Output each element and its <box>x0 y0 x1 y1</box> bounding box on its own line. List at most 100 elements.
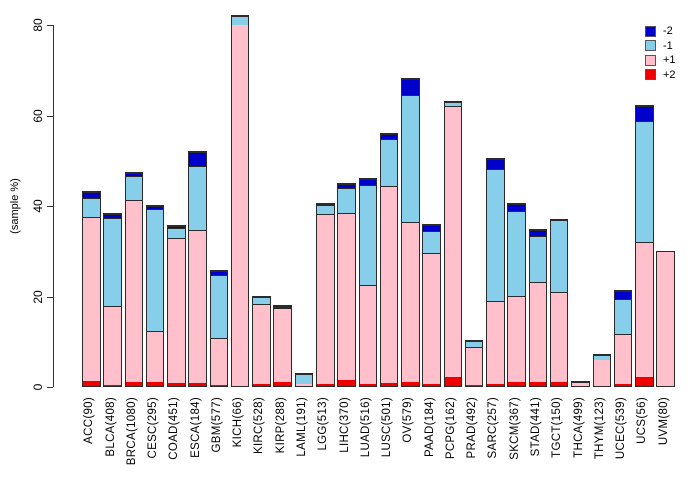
x-axis-label: LUAD(516) <box>359 397 372 458</box>
bar-segment-+1 <box>146 331 164 383</box>
bar-GBM(577) <box>209 269 229 387</box>
y-axis-tick-label: 60 <box>31 109 45 123</box>
x-axis-label: TGCT(150) <box>551 397 564 458</box>
x-axis-label: PAAD(184) <box>423 397 436 458</box>
x-axis-label: KIRP(288) <box>274 397 287 454</box>
bar-segment-+2 <box>253 383 270 386</box>
bar-segment--2 <box>508 204 525 212</box>
bar-KICH(66) <box>230 15 250 387</box>
bar-segment-+2 <box>210 384 228 386</box>
legend-label: -1 <box>663 39 673 52</box>
x-axis-label: ACC(90) <box>83 397 96 444</box>
x-axis-label: BLCA(408) <box>104 397 117 457</box>
bar-segment-+2 <box>444 377 462 386</box>
bar-STAD(441) <box>528 228 548 387</box>
y-axis-tick-label: 40 <box>31 199 45 213</box>
x-axis-label: KIRC(528) <box>253 397 266 455</box>
x-axis-label: SARC(257) <box>487 397 500 459</box>
bar-segment-+1 <box>83 217 100 381</box>
bar-PCPG(162) <box>443 100 463 387</box>
bar-segment--2 <box>380 134 398 140</box>
bar-segment-+2 <box>380 382 398 386</box>
bar-UCS(56) <box>635 105 654 387</box>
x-axis-label: LGG(513) <box>317 397 330 451</box>
bar-segment-+1 <box>465 347 483 386</box>
bar-segment--1 <box>444 101 462 106</box>
bar-segment--2 <box>168 226 185 228</box>
bar-segment-+2 <box>125 382 142 386</box>
bar-segment-+2 <box>614 383 632 386</box>
y-axis-tick <box>47 296 53 298</box>
x-axis-label: LUSC(501) <box>381 397 393 458</box>
bar-segment-+2 <box>423 384 440 386</box>
bar-segment-+1 <box>402 222 419 382</box>
bar-segment--2 <box>614 291 632 300</box>
legend-swatch <box>645 40 656 52</box>
bar-segment--1 <box>550 219 568 293</box>
bar-segment-+1 <box>423 252 440 385</box>
bar-segment-+1 <box>168 238 185 384</box>
legend-swatch <box>645 54 656 66</box>
bar-LIHC(370) <box>337 183 356 387</box>
bar-segment-+1 <box>295 383 313 386</box>
bar-segment--1 <box>146 208 164 332</box>
bar-segment-+1 <box>189 230 206 384</box>
bar-CESC(295) <box>145 205 165 387</box>
bar-segment--1 <box>487 168 504 301</box>
bar-segment--1 <box>465 341 483 348</box>
bar-segment--1 <box>572 382 589 384</box>
bar-segment-+2 <box>274 382 291 386</box>
bar-segment--2 <box>210 270 228 275</box>
x-axis-label: KICH(66) <box>232 397 245 448</box>
legend-swatch <box>645 69 656 81</box>
bar-segment--1 <box>104 218 121 306</box>
bar-segment--2 <box>146 206 164 209</box>
x-axis-label: COAD(451) <box>168 397 181 460</box>
bar-segment-+1 <box>593 360 610 386</box>
bar-segment-+1 <box>274 308 291 383</box>
bar-LGG(513) <box>316 203 335 387</box>
bar-segment--2 <box>104 214 121 219</box>
bar-segment-+1 <box>125 200 142 383</box>
bar-segment-+1 <box>487 300 504 384</box>
bar-segment--1 <box>83 198 100 218</box>
bar-segment--1 <box>295 374 313 384</box>
x-axis-label: SKCM(367) <box>508 397 521 460</box>
bar-segment-+2 <box>338 380 355 386</box>
bar-segment-+1 <box>550 292 568 383</box>
bar-SARC(257) <box>486 157 505 387</box>
bar-COAD(451) <box>167 225 186 387</box>
bar-segment--1 <box>210 274 228 339</box>
x-axis-label: PRAD(492) <box>466 397 479 459</box>
bar-LUSC(501) <box>379 133 399 387</box>
x-axis-label: STAD(441) <box>529 397 542 457</box>
bar-segment--1 <box>529 235 547 282</box>
bar-ESCA(184) <box>188 151 207 387</box>
bar-segment--1 <box>423 230 440 253</box>
bar-segment-+1 <box>444 105 462 378</box>
bar-segment-+1 <box>657 252 674 386</box>
bar-segment-+1 <box>359 285 376 384</box>
bar-segment--1 <box>636 121 653 242</box>
bar-segment-+1 <box>508 296 525 382</box>
x-axis-label: UCEC(539) <box>615 397 627 460</box>
bar-segment--1 <box>274 307 291 309</box>
bar-segment-+2 <box>189 383 206 386</box>
bar-OV(579) <box>401 77 420 387</box>
x-axis-label: THCA(499) <box>572 397 585 458</box>
bar-PRAD(492) <box>464 340 484 387</box>
bar-segment-+2 <box>465 385 483 386</box>
bar-segment--1 <box>593 354 610 361</box>
x-axis-label: LAML(191) <box>295 397 308 457</box>
bar-segment-+1 <box>317 213 334 385</box>
bar-segment--1 <box>614 299 632 334</box>
bar-KIRP(288) <box>273 304 292 387</box>
bar-segment--2 <box>338 184 355 189</box>
bar-segment-+1 <box>380 185 398 383</box>
bar-LUAD(516) <box>358 177 377 387</box>
y-axis-tick-label: 20 <box>31 289 45 304</box>
bar-UVM(80) <box>656 251 675 387</box>
bar-segment--1 <box>380 139 398 186</box>
bar-segment--2 <box>423 224 440 231</box>
